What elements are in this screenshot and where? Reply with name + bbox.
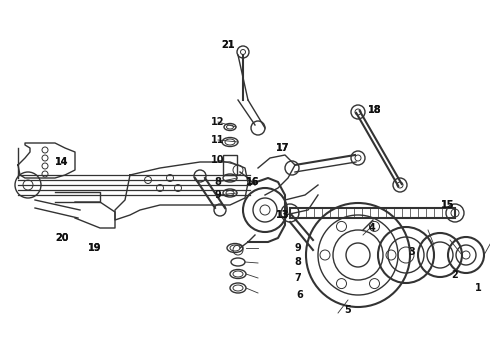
Text: 14: 14 xyxy=(55,157,69,167)
Text: 8: 8 xyxy=(294,257,301,267)
Bar xyxy=(290,208,455,218)
Text: 20: 20 xyxy=(55,233,69,243)
Text: 14: 14 xyxy=(55,157,69,167)
Text: 17: 17 xyxy=(276,143,290,153)
Text: 7: 7 xyxy=(294,273,301,283)
Text: 16: 16 xyxy=(246,177,260,187)
Text: 4: 4 xyxy=(368,223,375,233)
Text: 16: 16 xyxy=(246,177,260,187)
Text: 21: 21 xyxy=(221,40,235,50)
Text: 21: 21 xyxy=(221,40,235,50)
Text: 15: 15 xyxy=(441,200,455,210)
Text: 15: 15 xyxy=(441,200,455,210)
Text: 18: 18 xyxy=(368,105,382,115)
Text: 17: 17 xyxy=(276,143,290,153)
Text: 9: 9 xyxy=(294,243,301,253)
Text: 9: 9 xyxy=(215,190,221,200)
Text: 5: 5 xyxy=(344,305,351,315)
Text: 11: 11 xyxy=(211,135,225,145)
Text: 8: 8 xyxy=(215,177,221,187)
Bar xyxy=(223,155,237,175)
Text: 1: 1 xyxy=(475,283,481,293)
Text: 19: 19 xyxy=(88,243,102,253)
Text: 10: 10 xyxy=(211,155,225,165)
Text: 20: 20 xyxy=(55,233,69,243)
Text: 2: 2 xyxy=(452,270,458,280)
Text: 18: 18 xyxy=(368,105,382,115)
Text: 12: 12 xyxy=(211,117,225,127)
Text: 3: 3 xyxy=(409,247,416,257)
Text: 13: 13 xyxy=(276,210,290,220)
Text: 19: 19 xyxy=(88,243,102,253)
Text: 6: 6 xyxy=(296,290,303,300)
Text: 13: 13 xyxy=(276,210,290,220)
